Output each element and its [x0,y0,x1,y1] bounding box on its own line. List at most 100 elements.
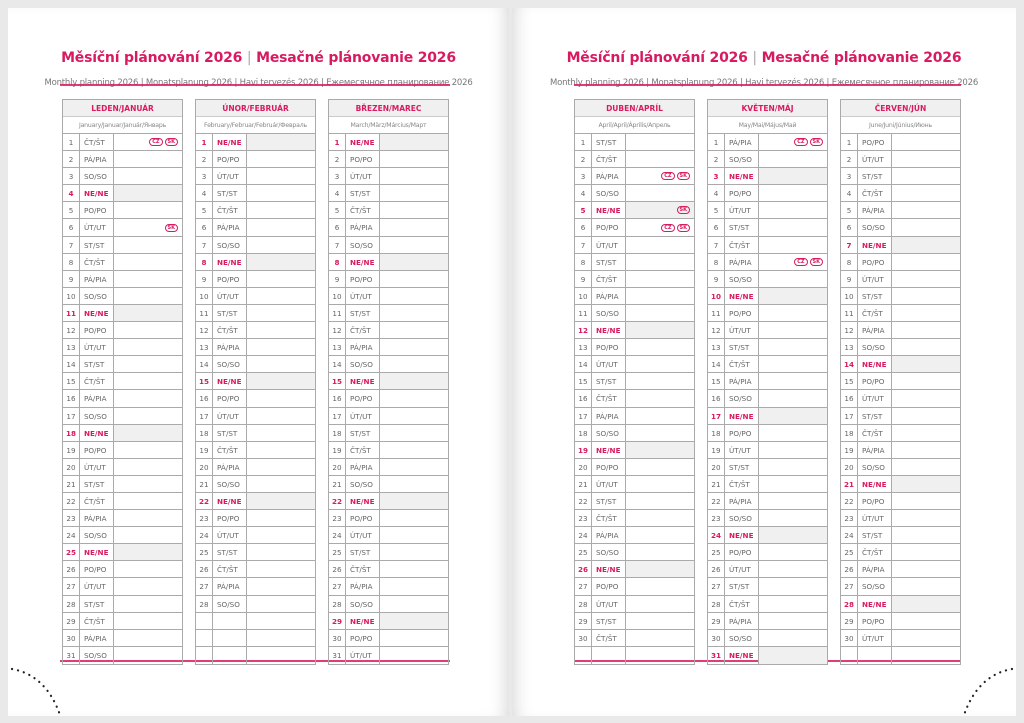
note-cell[interactable] [247,185,315,201]
note-cell[interactable] [892,647,960,664]
note-cell[interactable] [892,288,960,304]
note-cell[interactable] [247,151,315,167]
note-cell[interactable] [626,425,694,441]
note-cell[interactable] [247,271,315,287]
note-cell[interactable] [380,219,448,235]
note-cell[interactable] [759,271,827,287]
note-cell[interactable] [247,425,315,441]
note-cell[interactable] [759,476,827,492]
note-cell[interactable] [892,544,960,560]
note-cell[interactable] [892,373,960,389]
note-cell[interactable] [759,151,827,167]
note-cell[interactable] [114,459,182,475]
note-cell[interactable] [380,168,448,184]
note-cell[interactable] [380,373,448,390]
note-cell[interactable] [247,476,315,492]
note-cell[interactable] [626,339,694,355]
note-cell[interactable] [380,288,448,304]
note-cell[interactable] [892,442,960,458]
note-cell[interactable] [759,596,827,612]
note-cell[interactable] [380,253,448,270]
note-cell[interactable] [380,527,448,543]
note-cell[interactable] [247,647,315,664]
note-cell[interactable] [247,442,315,458]
note-cell[interactable] [380,612,448,629]
note-cell[interactable] [114,356,182,372]
note-cell[interactable] [247,322,315,338]
note-cell[interactable] [759,185,827,201]
note-cell[interactable] [114,151,182,167]
note-cell[interactable] [626,578,694,594]
note-cell[interactable] [626,630,694,646]
note-cell[interactable] [759,544,827,560]
note-cell[interactable] [892,339,960,355]
note-cell[interactable] [626,390,694,406]
note-cell[interactable] [380,271,448,287]
note-cell[interactable] [892,561,960,577]
note-cell[interactable] [380,647,448,664]
note-cell[interactable]: CZ SK [759,134,827,150]
note-cell[interactable] [626,305,694,321]
note-cell[interactable] [892,322,960,338]
note-cell[interactable] [247,168,315,184]
note-cell[interactable] [759,613,827,629]
note-cell[interactable] [380,408,448,424]
note-cell[interactable] [626,459,694,475]
note-cell[interactable] [626,613,694,629]
note-cell[interactable] [759,322,827,338]
note-cell[interactable] [626,647,694,664]
note-cell[interactable] [247,492,315,510]
note-cell[interactable] [759,425,827,441]
note-cell[interactable] [380,390,448,406]
note-cell[interactable] [114,510,182,526]
note-cell[interactable] [380,151,448,167]
note-cell[interactable] [114,442,182,458]
note-cell[interactable] [626,493,694,509]
note-cell[interactable] [626,322,694,339]
note-cell[interactable] [114,339,182,355]
note-cell[interactable] [626,373,694,389]
note-cell[interactable] [114,390,182,406]
note-cell[interactable] [114,544,182,561]
note-cell[interactable] [114,202,182,218]
note-cell[interactable] [380,459,448,475]
note-cell[interactable] [626,476,694,492]
note-cell[interactable] [247,219,315,235]
note-cell[interactable] [247,202,315,218]
note-cell[interactable] [626,441,694,458]
note-cell[interactable] [626,561,694,578]
note-cell[interactable] [892,356,960,373]
note-cell[interactable] [892,595,960,612]
note-cell[interactable] [380,476,448,492]
note-cell[interactable]: CZ SK [626,168,694,184]
note-cell[interactable] [892,390,960,406]
note-cell[interactable] [892,134,960,150]
note-cell[interactable] [892,613,960,629]
note-cell[interactable] [892,475,960,492]
note-cell[interactable] [247,373,315,390]
note-cell[interactable] [759,390,827,406]
note-cell[interactable] [380,202,448,218]
note-cell[interactable] [892,425,960,441]
note-cell[interactable] [626,596,694,612]
note-cell[interactable] [892,271,960,287]
note-cell[interactable] [892,305,960,321]
note-cell[interactable] [114,322,182,338]
note-cell[interactable] [380,305,448,321]
note-cell[interactable] [380,237,448,253]
note-cell[interactable] [247,596,315,612]
note-cell[interactable] [759,493,827,509]
note-cell[interactable] [892,459,960,475]
note-cell[interactable] [247,356,315,372]
note-cell[interactable]: SK [626,202,694,219]
note-cell[interactable] [380,561,448,577]
note-cell[interactable] [380,578,448,594]
note-cell[interactable] [114,476,182,492]
note-cell[interactable] [114,271,182,287]
note-cell[interactable] [114,254,182,270]
note-cell[interactable] [759,356,827,372]
note-cell[interactable] [114,527,182,543]
note-cell[interactable] [759,305,827,321]
note-cell[interactable] [247,561,315,577]
note-cell[interactable] [380,185,448,201]
